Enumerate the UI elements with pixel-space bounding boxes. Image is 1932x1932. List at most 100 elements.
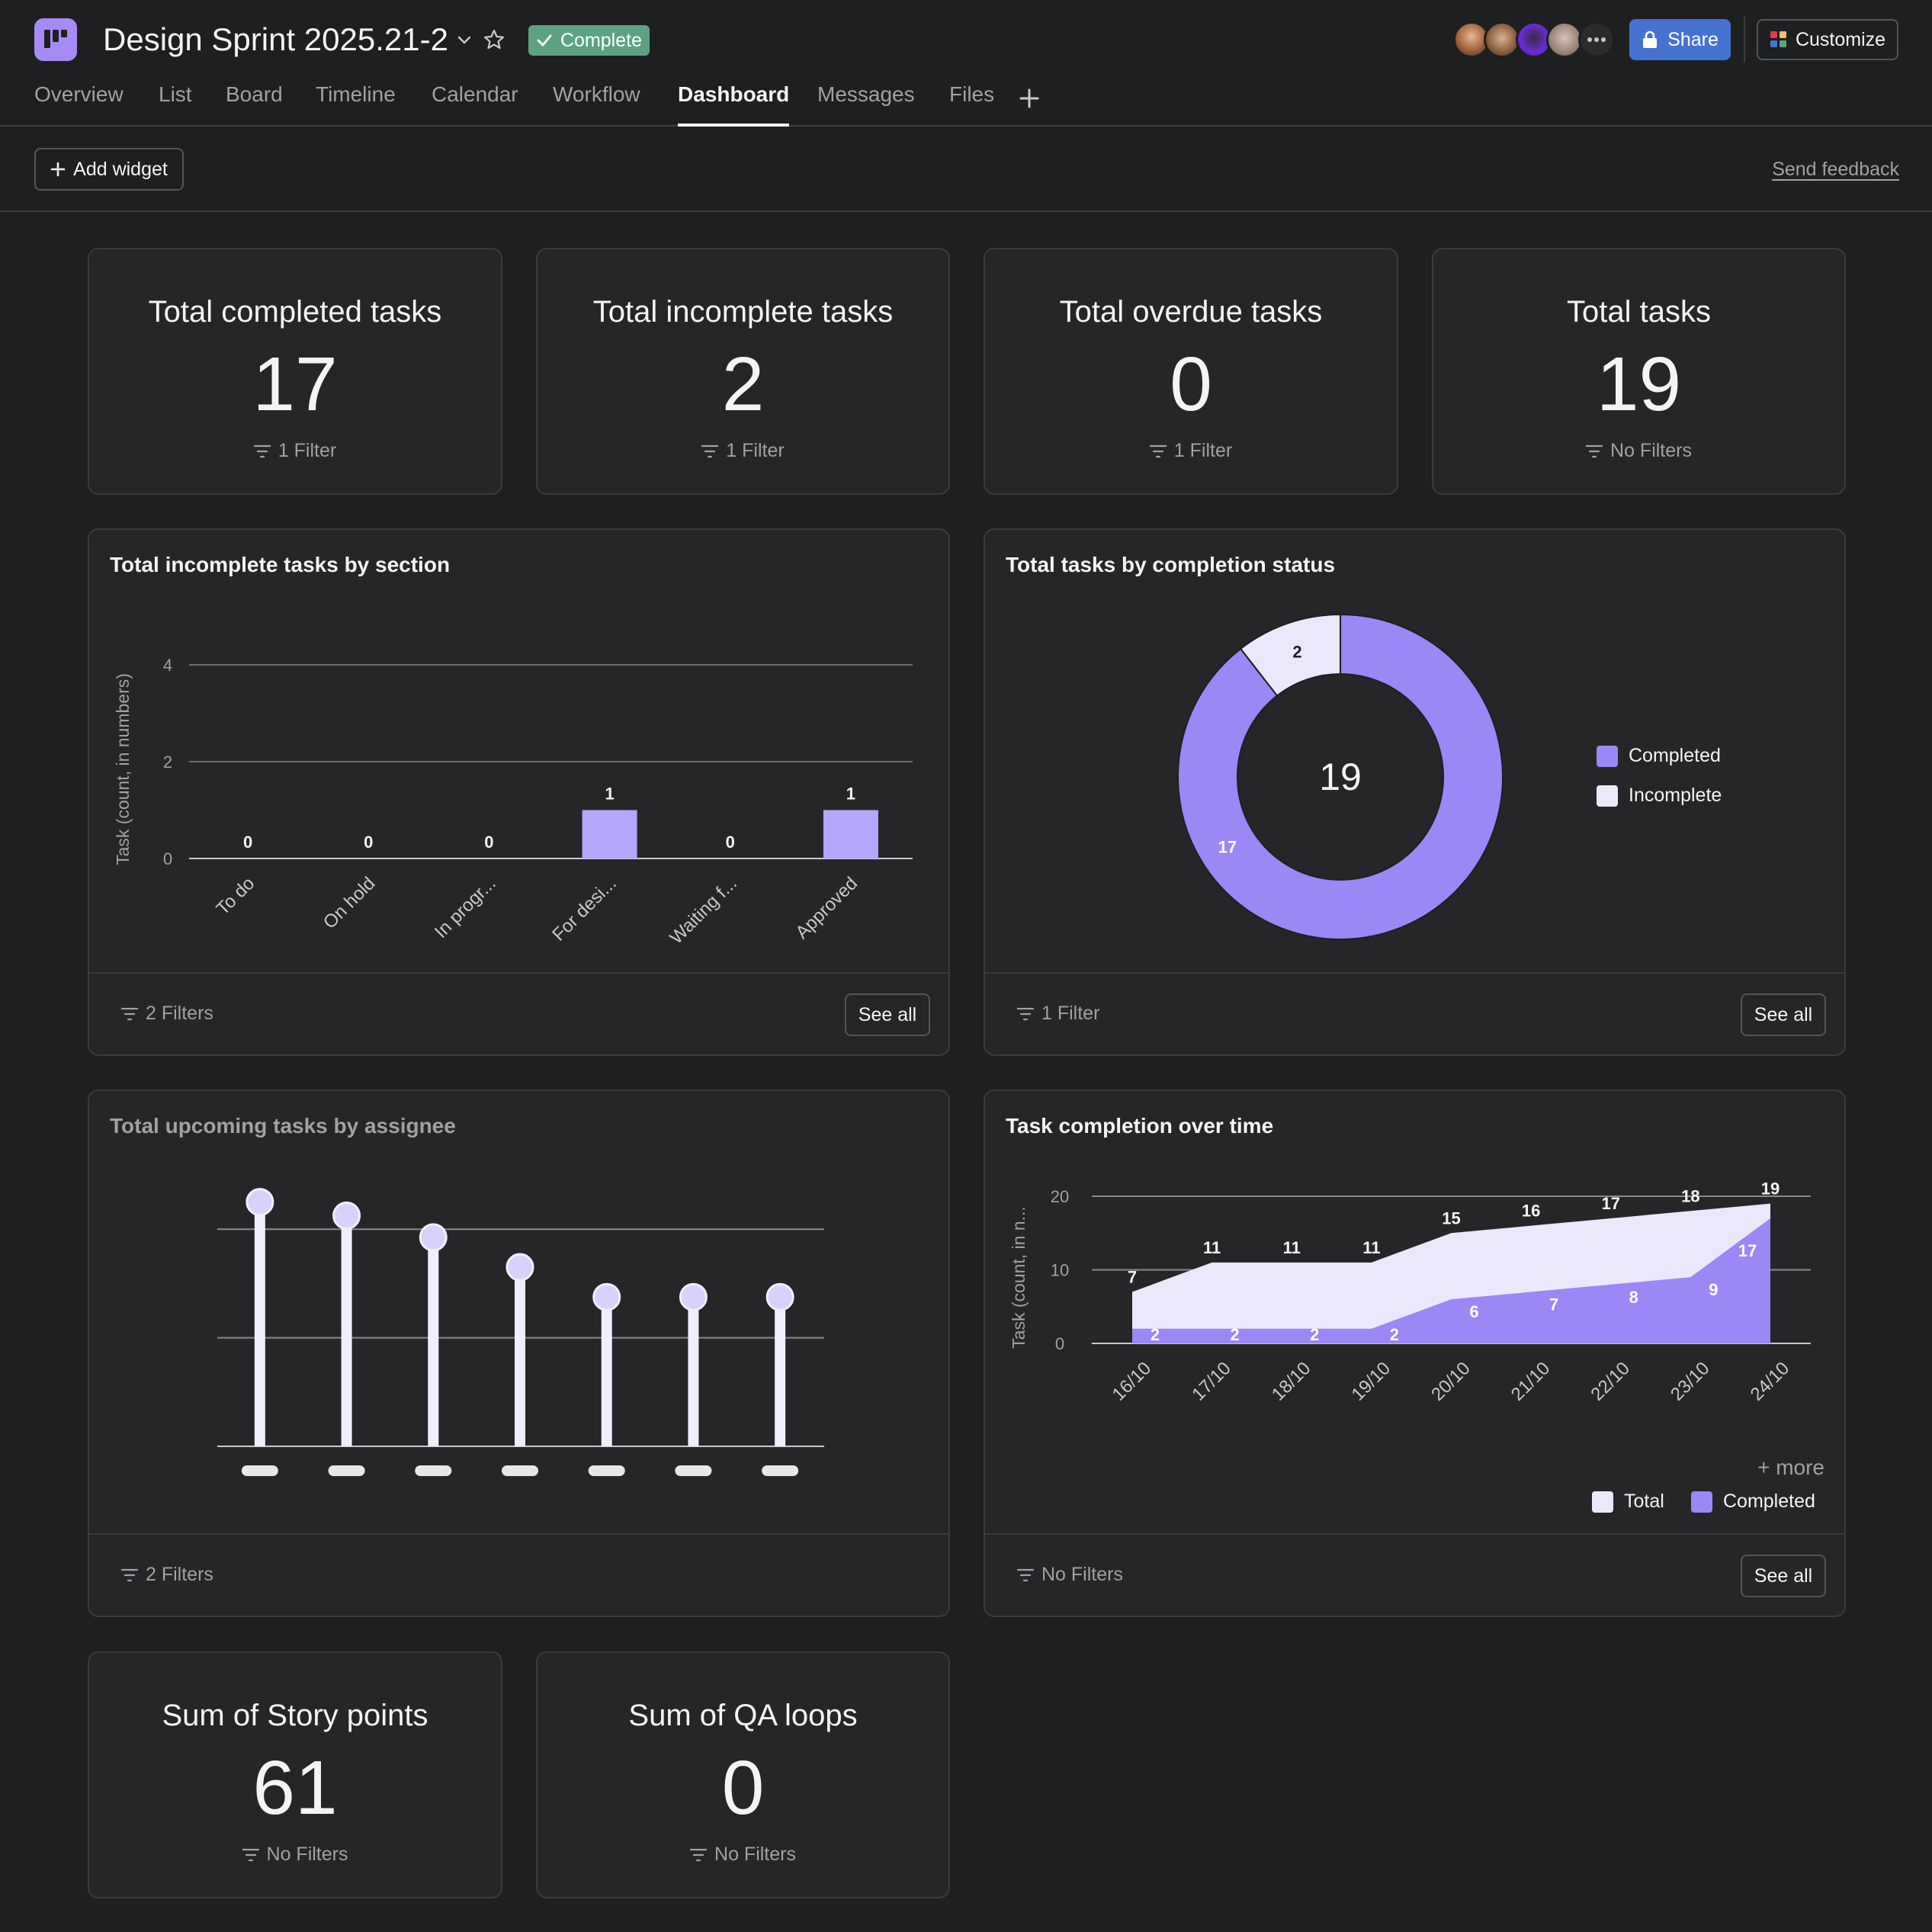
tab-files[interactable]: Files (949, 82, 995, 106)
tab-timeline[interactable]: Timeline (316, 82, 396, 106)
legend-completed: Completed (1691, 1491, 1815, 1513)
stat-title: Total tasks (1567, 295, 1711, 329)
x-tick-label: Approved (791, 873, 862, 943)
stat-card-completed[interactable]: Total completed tasks 17 1 Filter (88, 248, 502, 495)
data-label-completed: 7 (1549, 1295, 1558, 1314)
stat-filter[interactable]: No Filters (1433, 440, 1844, 462)
customize-button[interactable]: Customize (1757, 19, 1898, 60)
stat-card-story-points[interactable]: Sum of Story points 61 No Filters (88, 1651, 502, 1898)
project-title[interactable]: Design Sprint 2025.21-2 (103, 21, 448, 57)
stat-value: 17 (252, 342, 338, 427)
share-button[interactable]: Share (1629, 19, 1731, 60)
bar (823, 810, 878, 858)
legend-label: Total (1624, 1491, 1664, 1512)
tab-messages[interactable]: Messages (817, 82, 915, 106)
widget-completion-over-time[interactable]: Task completion over time Task (count, i… (984, 1090, 1846, 1617)
stat-filter[interactable]: No Filters (538, 1844, 948, 1866)
data-label: 0 (726, 833, 735, 852)
data-label-completed: 2 (1151, 1325, 1160, 1344)
project-icon[interactable] (34, 18, 77, 61)
slice-label: 17 (1218, 837, 1237, 856)
tab-overview[interactable]: Overview (34, 82, 124, 106)
x-tick-label: For desi... (548, 873, 621, 945)
widget-filter[interactable]: No Filters (1017, 1564, 1123, 1586)
bar (582, 810, 637, 858)
stat-value: 2 (721, 342, 765, 427)
chevron-down-icon[interactable] (453, 29, 476, 52)
tab-calendar[interactable]: Calendar (432, 82, 518, 106)
more-series-link[interactable]: + more (1757, 1455, 1824, 1479)
data-label-total: 16 (1522, 1202, 1540, 1221)
data-label-total: 7 (1128, 1267, 1137, 1286)
widget-footer: 2 Filters See all (89, 972, 948, 1054)
filter-label: 2 Filters (146, 1564, 213, 1585)
stat-card-overdue[interactable]: Total overdue tasks 0 1 Filter (984, 248, 1398, 495)
y-axis-label: Task (count, in n... (1009, 1206, 1029, 1349)
lollipop-head (332, 1201, 361, 1230)
filter-label: 2 Filters (146, 1003, 213, 1024)
tab-workflow[interactable]: Workflow (553, 82, 640, 106)
data-label: 0 (364, 833, 373, 852)
data-label-total: 11 (1203, 1238, 1221, 1257)
filter-icon (1586, 444, 1603, 457)
lollipop-head (765, 1282, 794, 1311)
lollipop-stem (254, 1202, 265, 1446)
widget-filter[interactable]: 2 Filters (121, 1003, 213, 1025)
project-tabs: Overview List Board Timeline Calendar Wo… (0, 76, 1932, 127)
filter-label: No Filters (1610, 440, 1692, 461)
widget-upcoming-by-assignee[interactable]: Total upcoming tasks by assignee 2 Filte… (88, 1090, 950, 1617)
member-avatars[interactable] (1453, 21, 1615, 58)
data-label-total: 11 (1362, 1238, 1380, 1257)
divider (1744, 17, 1745, 63)
x-tick-label: In progr... (431, 873, 500, 942)
see-all-button[interactable]: See all (845, 993, 930, 1036)
stat-card-incomplete[interactable]: Total incomplete tasks 2 1 Filter (536, 248, 950, 495)
filter-icon (1149, 444, 1167, 457)
add-tab-icon[interactable] (1018, 87, 1041, 110)
data-label-completed: 2 (1231, 1325, 1240, 1344)
dashboard-toolbar: Add widget Send feedback (0, 128, 1932, 212)
status-badge[interactable]: Complete (528, 25, 650, 56)
stat-title: Sum of Story points (162, 1699, 428, 1732)
tab-list[interactable]: List (159, 82, 192, 106)
see-all-button[interactable]: See all (1741, 1555, 1826, 1597)
stat-card-total[interactable]: Total tasks 19 No Filters (1432, 248, 1846, 495)
widget-by-completion-status[interactable]: Total tasks by completion status 17 2 19 C… (984, 528, 1846, 1056)
lollipop-chart (217, 1188, 824, 1476)
tab-board[interactable]: Board (226, 82, 283, 106)
widget-incomplete-by-section[interactable]: Total incomplete tasks by section Task (… (88, 528, 950, 1056)
tab-dashboard[interactable]: Dashboard (678, 82, 790, 127)
stat-card-qa-loops[interactable]: Sum of QA loops 0 No Filters (536, 1651, 950, 1898)
see-all-button[interactable]: See all (1741, 993, 1826, 1036)
data-label-completed: 6 (1469, 1302, 1478, 1321)
status-label: Complete (560, 29, 642, 51)
stat-filter[interactable]: 1 Filter (89, 440, 501, 462)
filter-icon (253, 444, 271, 457)
send-feedback-link[interactable]: Send feedback (1772, 159, 1899, 180)
more-members-icon[interactable] (1578, 21, 1615, 58)
avatar[interactable] (1484, 21, 1520, 58)
widget-filter[interactable]: 1 Filter (1017, 1003, 1099, 1025)
pie-slice (1239, 613, 1341, 697)
add-widget-button[interactable]: Add widget (34, 148, 184, 191)
x-tick-placeholder (241, 1465, 278, 1476)
avatar[interactable] (1546, 21, 1583, 58)
widget-filter[interactable]: 2 Filters (121, 1564, 213, 1586)
stat-title: Sum of QA loops (628, 1699, 858, 1732)
stat-filter[interactable]: 1 Filter (538, 440, 948, 462)
widget-footer: 2 Filters (89, 1533, 948, 1616)
x-tick-label: 24/10 (1747, 1358, 1794, 1405)
x-tick-placeholder (762, 1465, 799, 1476)
legend-label: Incomplete (1629, 785, 1722, 806)
stat-filter[interactable]: No Filters (89, 1844, 501, 1866)
x-tick-label: Waiting f... (666, 873, 741, 948)
legend-label: Completed (1629, 745, 1721, 766)
filter-icon (701, 444, 719, 457)
pie-slice (1177, 613, 1504, 940)
filter-label: 1 Filter (278, 440, 337, 461)
x-tick-label: 18/10 (1268, 1358, 1315, 1405)
stat-filter[interactable]: 1 Filter (985, 440, 1397, 462)
filter-icon (242, 1848, 259, 1861)
x-tick-placeholder (502, 1465, 538, 1476)
star-icon[interactable] (482, 27, 506, 52)
